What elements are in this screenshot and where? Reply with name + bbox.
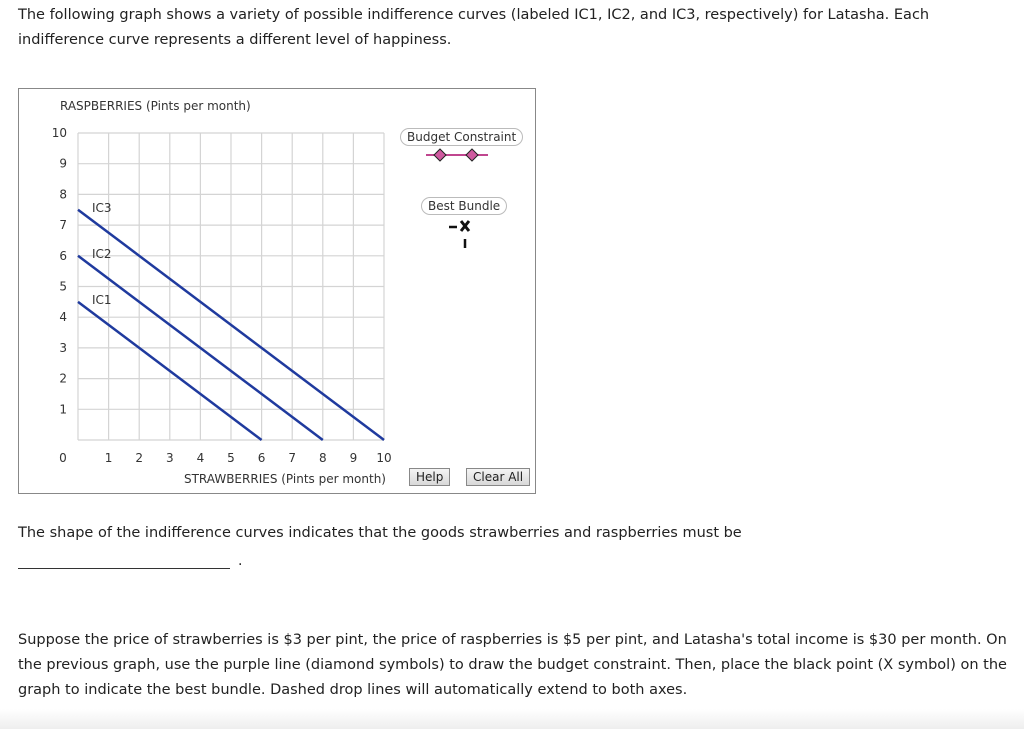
y-tick-label: 2 [59, 372, 67, 386]
y-tick-label: 7 [59, 218, 67, 232]
curve-label-ic2: IC2 [92, 247, 112, 261]
indifference-curve-ic2 [77, 254, 324, 441]
x-tick-label: 6 [258, 451, 266, 465]
x-tick-label: 4 [197, 451, 205, 465]
clear-all-button[interactable]: Clear All [466, 468, 531, 486]
y-tick-label: 8 [59, 187, 67, 201]
x-tick-label: 7 [288, 451, 296, 465]
x-tick-label: 5 [227, 451, 235, 465]
x-tick-label: 2 [135, 451, 143, 465]
y-tick-label: 3 [59, 341, 67, 355]
budget-constraint-tool[interactable]: Budget Constraint [400, 128, 524, 146]
y-tick-label: 10 [52, 126, 67, 140]
indifference-curve-ic1 [77, 300, 263, 441]
curve-label-ic3: IC3 [92, 201, 112, 215]
x-axis-label: STRAWBERRIES (Pints per month) [184, 472, 386, 486]
indifference-chart[interactable]: 1 2 3 4 5 6 7 8 9 10 0 1 2 3 4 5 6 7 8 9 10 RASPBERRIES (Pint… [19, 89, 535, 493]
x-tick-label: 10 [376, 451, 391, 465]
indifference-curve-ic3 [77, 208, 385, 441]
blank-period: . [238, 553, 243, 569]
y-tick-label: 4 [59, 310, 67, 324]
curve-label-ic1: IC1 [92, 293, 112, 307]
y-tick-label: 1 [59, 402, 67, 416]
answer-blank-dropdown[interactable] [18, 568, 230, 569]
question-text: The shape of the indifference curves ind… [18, 525, 742, 541]
x-tick-label: 9 [350, 451, 358, 465]
origin-label: 0 [59, 451, 67, 465]
graph-tool: 1 2 3 4 5 6 7 8 9 10 0 1 2 3 4 5 6 7 8 9 10 RASPBERRIES (Pint… [18, 88, 536, 494]
help-button[interactable]: Help [409, 468, 451, 486]
y-axis-label: RASPBERRIES (Pints per month) [60, 99, 251, 113]
x-tick-label: 1 [105, 451, 113, 465]
best-bundle-x-icon[interactable] [447, 217, 483, 253]
intro-paragraph: The following graph shows a variety of p… [18, 7, 930, 48]
x-tick-label: 3 [166, 451, 174, 465]
x-tick-label: 8 [319, 451, 327, 465]
bottom-fade [0, 709, 1024, 729]
y-tick-label: 9 [59, 157, 67, 171]
instructions-paragraph: Suppose the price of strawberries is $3 … [18, 632, 1007, 698]
y-tick-label: 6 [59, 249, 67, 263]
y-tick-label: 5 [59, 280, 67, 294]
best-bundle-tool[interactable]: Best Bundle [421, 197, 508, 215]
budget-constraint-icon[interactable] [424, 148, 490, 162]
